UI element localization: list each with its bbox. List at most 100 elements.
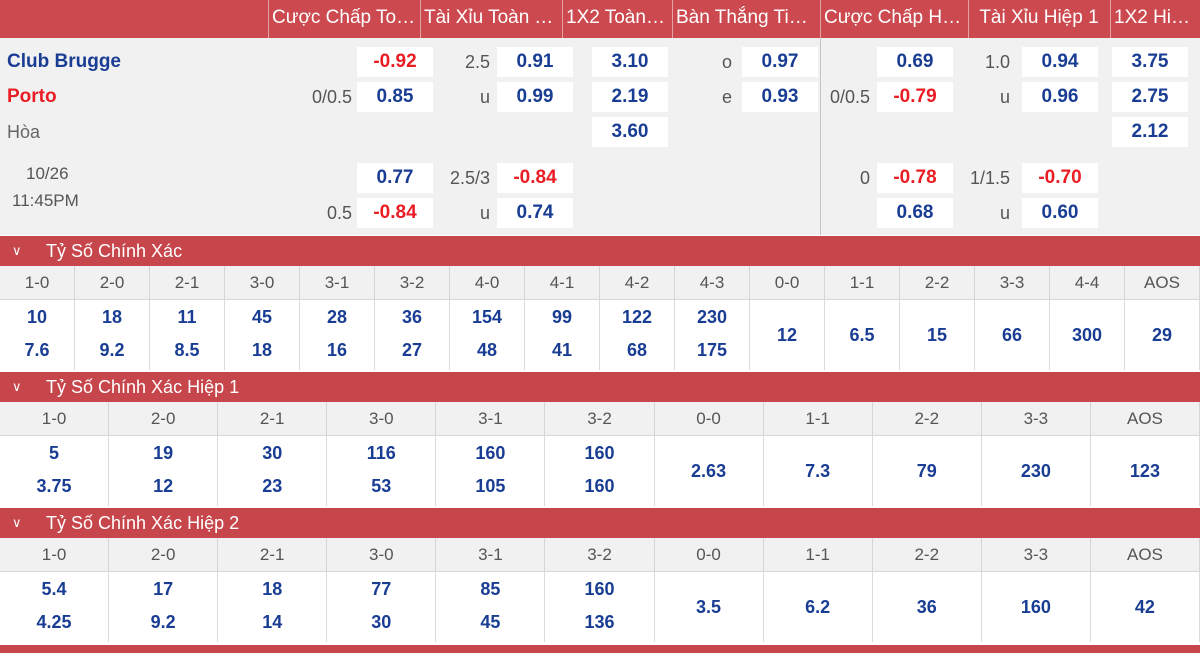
odds-value[interactable]: 300 [1071, 325, 1103, 345]
score-odds-cell[interactable]: 122 68 [600, 300, 675, 370]
odds-value[interactable]: 160 [1020, 597, 1051, 617]
odds-button[interactable]: -0.70 [1022, 163, 1098, 193]
odds-value[interactable]: 27 [401, 340, 423, 360]
odds-value[interactable]: 9.2 [99, 340, 125, 360]
odds-value[interactable]: 5 [49, 443, 60, 463]
score-odds-cell[interactable]: 17 9.2 [109, 572, 219, 642]
odds-button[interactable]: -0.78 [877, 163, 953, 193]
score-odds-cell[interactable]: 42 [1091, 572, 1200, 642]
col-ou-h1[interactable]: Tài Xỉu Hiệp 1 [968, 0, 1110, 38]
score-odds-cell[interactable]: 160 160 [545, 436, 655, 506]
odds-value[interactable]: 53 [371, 476, 392, 496]
odds-value[interactable]: 23 [262, 476, 283, 496]
score-odds-cell[interactable]: 29 [1125, 300, 1200, 370]
score-odds-cell[interactable]: 3.5 [655, 572, 764, 642]
score-odds-cell[interactable]: 19 12 [109, 436, 219, 506]
odds-value[interactable]: 105 [475, 476, 506, 496]
odds-value[interactable]: 7.6 [24, 340, 50, 360]
odds-value[interactable]: 136 [584, 612, 615, 632]
score-odds-cell[interactable]: 28 16 [300, 300, 375, 370]
odds-button[interactable]: 3.75 [1112, 47, 1188, 77]
score-odds-cell[interactable]: 6.5 [825, 300, 900, 370]
odds-button[interactable]: 0.94 [1022, 47, 1098, 77]
odds-button[interactable]: -0.79 [877, 82, 953, 112]
col-1x2-ft[interactable]: 1X2 Toàn Trận [562, 0, 672, 38]
odds-button[interactable]: 0.93 [742, 82, 818, 112]
odds-value[interactable]: 5.4 [41, 579, 67, 599]
odds-button[interactable]: 0.60 [1022, 198, 1098, 228]
odds-value[interactable]: 7.3 [805, 461, 831, 481]
col-next-goal[interactable]: Bàn Thắng Tiếp Theo [672, 0, 820, 38]
odds-value[interactable]: 12 [153, 476, 174, 496]
odds-button[interactable]: 0.68 [877, 198, 953, 228]
odds-value[interactable]: 30 [371, 612, 392, 632]
col-ou-ft[interactable]: Tài Xỉu Toàn Trận [420, 0, 562, 38]
odds-value[interactable]: 79 [916, 461, 937, 481]
odds-button[interactable]: 2.12 [1112, 117, 1188, 147]
odds-value[interactable]: 2.63 [691, 461, 727, 481]
score-odds-cell[interactable]: 300 [1050, 300, 1125, 370]
score-odds-cell[interactable]: 160 136 [545, 572, 655, 642]
score-odds-cell[interactable]: 79 [873, 436, 982, 506]
chevron-down-icon[interactable]: ∨ [12, 243, 22, 258]
odds-button[interactable]: 0.74 [497, 198, 573, 228]
score-odds-cell[interactable]: 36 [873, 572, 982, 642]
odds-value[interactable]: 160 [475, 443, 506, 463]
odds-value[interactable]: 175 [696, 340, 728, 360]
score-odds-cell[interactable]: 36 27 [375, 300, 450, 370]
odds-value[interactable]: 3.75 [36, 476, 72, 496]
odds-value[interactable]: 30 [262, 443, 283, 463]
odds-value[interactable]: 160 [584, 476, 615, 496]
score-odds-cell[interactable]: 12 [750, 300, 825, 370]
odds-value[interactable]: 122 [621, 307, 653, 327]
odds-value[interactable]: 66 [1001, 325, 1023, 345]
col-1x2-h1[interactable]: 1X2 Hiệp 1 [1110, 0, 1200, 38]
odds-value[interactable]: 18 [262, 579, 283, 599]
score-odds-cell[interactable]: 77 30 [327, 572, 437, 642]
score-odds-cell[interactable]: 6.2 [764, 572, 873, 642]
odds-button[interactable]: 0.97 [742, 47, 818, 77]
odds-value[interactable]: 14 [262, 612, 283, 632]
odds-button[interactable]: 0.96 [1022, 82, 1098, 112]
section-header[interactable]: ∨ Tỷ Số Chính Xác Hiệp 1 [0, 372, 1200, 402]
odds-button[interactable]: 0.77 [357, 163, 433, 193]
score-odds-cell[interactable]: 18 14 [218, 572, 328, 642]
score-odds-cell[interactable]: 15 [900, 300, 975, 370]
odds-value[interactable]: 99 [551, 307, 573, 327]
away-team-name[interactable]: Porto [7, 86, 57, 107]
odds-button[interactable]: -0.84 [357, 198, 433, 228]
score-odds-cell[interactable]: 116 53 [327, 436, 437, 506]
odds-value[interactable]: 230 [696, 307, 728, 327]
odds-value[interactable]: 36 [916, 597, 937, 617]
col-hdp-ft[interactable]: Cược Chấp Toàn Trận [268, 0, 420, 38]
score-odds-cell[interactable]: 160 105 [436, 436, 546, 506]
odds-value[interactable]: 11 [177, 307, 197, 327]
odds-value[interactable]: 3.5 [696, 597, 722, 617]
score-odds-cell[interactable]: 10 7.6 [0, 300, 75, 370]
odds-value[interactable]: 6.5 [849, 325, 875, 345]
odds-button[interactable]: 0.69 [877, 47, 953, 77]
score-odds-cell[interactable]: 5.4 4.25 [0, 572, 110, 642]
odds-button[interactable]: 3.60 [592, 117, 668, 147]
score-odds-cell[interactable]: 11 8.5 [150, 300, 225, 370]
odds-value[interactable]: 68 [626, 340, 648, 360]
chevron-down-icon[interactable]: ∨ [12, 379, 22, 394]
odds-value[interactable]: 48 [476, 340, 498, 360]
score-odds-cell[interactable]: 7.3 [764, 436, 873, 506]
odds-button[interactable]: 2.75 [1112, 82, 1188, 112]
odds-value[interactable]: 123 [1129, 461, 1160, 481]
odds-value[interactable]: 9.2 [150, 612, 176, 632]
odds-value[interactable]: 85 [480, 579, 501, 599]
odds-value[interactable]: 160 [584, 579, 615, 599]
odds-value[interactable]: 45 [251, 307, 273, 327]
odds-value[interactable]: 16 [326, 340, 348, 360]
odds-value[interactable]: 116 [366, 443, 396, 463]
score-odds-cell[interactable]: 30 23 [218, 436, 328, 506]
score-odds-cell[interactable]: 18 9.2 [75, 300, 150, 370]
odds-value[interactable]: 19 [153, 443, 174, 463]
score-odds-cell[interactable]: 66 [975, 300, 1050, 370]
odds-value[interactable]: 41 [551, 340, 573, 360]
score-odds-cell[interactable]: 2.63 [655, 436, 764, 506]
odds-value[interactable]: 10 [26, 307, 48, 327]
odds-value[interactable]: 160 [584, 443, 615, 463]
